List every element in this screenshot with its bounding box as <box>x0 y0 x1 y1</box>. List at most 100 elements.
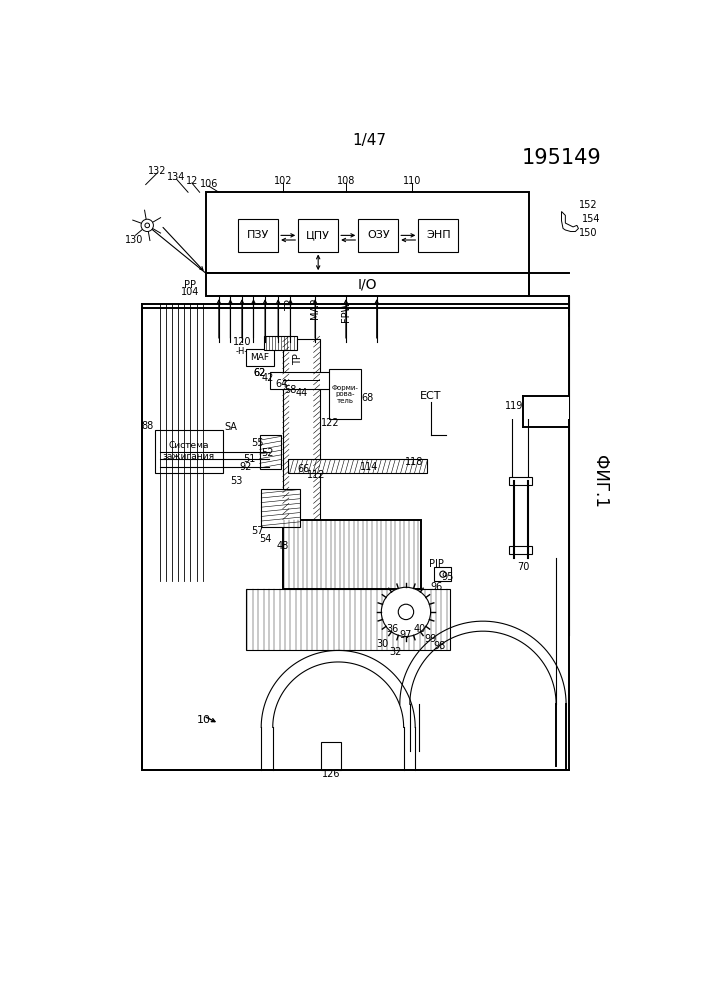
Bar <box>206 192 529 273</box>
Bar <box>246 349 274 366</box>
Text: 88: 88 <box>141 421 153 431</box>
Text: 48: 48 <box>276 541 289 551</box>
Text: 150: 150 <box>579 228 598 238</box>
Bar <box>264 337 297 350</box>
Text: 36: 36 <box>386 623 398 633</box>
Text: 40: 40 <box>414 623 426 633</box>
Text: 12: 12 <box>186 176 198 186</box>
Text: 154: 154 <box>582 214 600 224</box>
Text: рова-: рова- <box>336 392 355 398</box>
Text: 64: 64 <box>275 379 287 389</box>
Bar <box>288 460 427 474</box>
Text: зажигания: зажигания <box>163 452 215 461</box>
Bar <box>477 327 570 420</box>
Bar <box>321 742 341 770</box>
Text: MAF: MAF <box>250 353 269 362</box>
Text: Система: Система <box>168 442 209 451</box>
Text: 97: 97 <box>400 630 412 640</box>
Text: ECT: ECT <box>420 392 441 402</box>
Bar <box>514 404 526 411</box>
Text: 110: 110 <box>403 176 421 186</box>
Text: 118: 118 <box>405 457 423 467</box>
Text: 54: 54 <box>259 533 271 543</box>
Text: 30: 30 <box>377 639 389 649</box>
Text: 114: 114 <box>360 463 378 473</box>
Text: 130: 130 <box>125 235 143 245</box>
Text: ЭНП: ЭНП <box>426 231 451 241</box>
Text: -H-: -H- <box>235 347 248 357</box>
Text: 106: 106 <box>199 179 218 189</box>
Bar <box>329 370 361 420</box>
Bar <box>155 431 222 474</box>
Text: I/O: I/O <box>358 278 377 292</box>
Text: 42: 42 <box>261 373 274 383</box>
Text: РР: РР <box>184 280 197 290</box>
Text: 152: 152 <box>579 201 598 211</box>
Text: 102: 102 <box>274 176 292 186</box>
Circle shape <box>382 587 431 636</box>
Text: 120: 120 <box>233 338 251 348</box>
Circle shape <box>141 219 153 232</box>
Polygon shape <box>562 212 578 232</box>
Text: 96: 96 <box>431 581 443 591</box>
Text: ПЗУ: ПЗУ <box>247 231 269 241</box>
Bar <box>509 478 532 485</box>
Text: 98: 98 <box>433 640 446 650</box>
Bar <box>418 219 459 252</box>
Text: 112: 112 <box>307 470 326 480</box>
Text: 32: 32 <box>390 647 402 657</box>
Text: 58: 58 <box>284 386 297 396</box>
Text: 122: 122 <box>321 419 340 429</box>
Bar <box>512 412 528 481</box>
Text: 44: 44 <box>295 389 307 399</box>
Text: PIP: PIP <box>429 559 444 569</box>
Text: 62: 62 <box>253 369 266 379</box>
Text: 10: 10 <box>197 714 210 724</box>
Text: TP: TP <box>285 300 295 312</box>
Text: 62: 62 <box>253 369 266 379</box>
Bar <box>206 273 529 297</box>
Text: Форми-: Форми- <box>332 386 359 392</box>
Text: TP: TP <box>293 354 303 366</box>
Bar <box>246 588 450 650</box>
Text: ОЗУ: ОЗУ <box>367 231 390 241</box>
Text: 1/47: 1/47 <box>352 133 386 148</box>
Circle shape <box>440 571 446 577</box>
Bar <box>260 435 282 470</box>
Text: ФИГ.1: ФИГ.1 <box>591 455 609 507</box>
Text: 195149: 195149 <box>521 148 601 168</box>
Text: 57: 57 <box>251 526 264 536</box>
Text: FPW: FPW <box>341 301 351 323</box>
Bar <box>261 489 300 527</box>
Text: 134: 134 <box>167 172 186 182</box>
Text: 52: 52 <box>261 448 274 458</box>
Bar <box>283 339 320 519</box>
Text: 119: 119 <box>505 401 523 411</box>
Text: 126: 126 <box>322 769 341 779</box>
Text: тель: тель <box>337 398 354 404</box>
Text: SA: SA <box>224 423 237 433</box>
Text: 55: 55 <box>251 438 264 448</box>
Circle shape <box>398 604 414 619</box>
Text: 99: 99 <box>425 633 437 644</box>
Bar <box>283 519 421 588</box>
Bar <box>238 219 278 252</box>
Text: 132: 132 <box>148 166 166 176</box>
Text: 95: 95 <box>441 572 454 582</box>
Text: 68: 68 <box>361 393 374 403</box>
Text: 92: 92 <box>240 463 252 473</box>
Bar <box>142 308 570 770</box>
Text: 104: 104 <box>181 287 199 297</box>
Text: 66: 66 <box>297 465 310 475</box>
Bar <box>359 219 398 252</box>
Text: 53: 53 <box>230 476 243 486</box>
Text: 108: 108 <box>337 176 355 186</box>
Bar <box>509 546 532 554</box>
Text: MAP: MAP <box>310 298 320 319</box>
Text: 51: 51 <box>243 455 256 465</box>
Bar <box>434 567 451 581</box>
Bar <box>271 372 332 389</box>
Text: 70: 70 <box>517 562 529 572</box>
Text: ЦПУ: ЦПУ <box>306 231 330 241</box>
Circle shape <box>145 223 150 228</box>
